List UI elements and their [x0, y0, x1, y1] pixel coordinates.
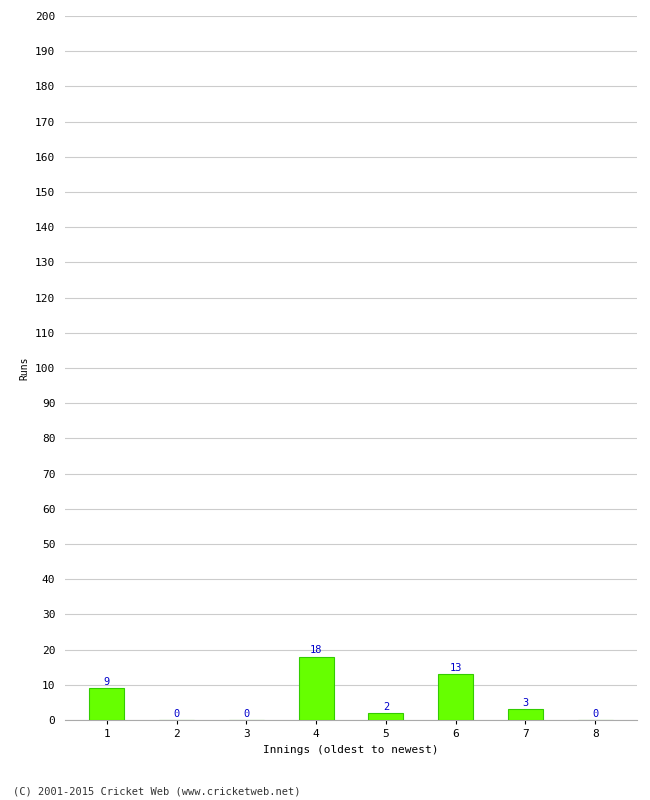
Text: 18: 18 — [310, 646, 322, 655]
Text: 3: 3 — [522, 698, 528, 708]
X-axis label: Innings (oldest to newest): Innings (oldest to newest) — [263, 745, 439, 754]
Text: 0: 0 — [592, 709, 598, 718]
Bar — [369, 713, 403, 720]
Y-axis label: Runs: Runs — [20, 356, 29, 380]
Text: 13: 13 — [449, 663, 462, 673]
Text: (C) 2001-2015 Cricket Web (www.cricketweb.net): (C) 2001-2015 Cricket Web (www.cricketwe… — [13, 786, 300, 796]
Bar — [438, 674, 473, 720]
Text: 2: 2 — [383, 702, 389, 711]
Bar — [299, 657, 333, 720]
Text: 9: 9 — [104, 677, 110, 687]
Bar — [508, 710, 543, 720]
Text: 0: 0 — [243, 709, 250, 718]
Text: 0: 0 — [174, 709, 180, 718]
Bar — [90, 688, 124, 720]
